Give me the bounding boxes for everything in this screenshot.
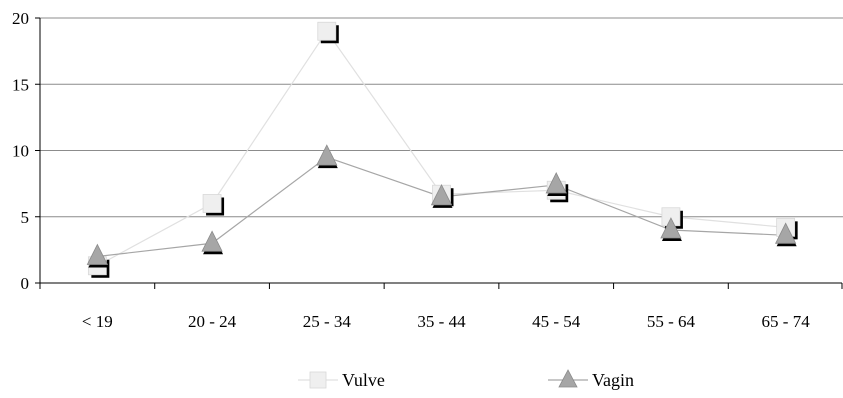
x-tick-label: 20 - 24: [188, 312, 237, 331]
y-tick-label: 10: [12, 142, 29, 161]
data-point-vagin: [430, 183, 453, 208]
data-point-vagin: [774, 222, 797, 247]
y-tick-label: 5: [21, 208, 30, 227]
y-tick-label: 20: [12, 9, 29, 28]
legend-label: Vagin: [592, 370, 634, 390]
legend-triangle-marker: [558, 369, 578, 388]
data-point-vagin: [86, 243, 109, 268]
data-series: [86, 21, 798, 278]
x-tick-label: 25 - 34: [303, 312, 352, 331]
axes: 0 5 10 15 20 < 19 20 - 24 25 - 34 35 - 44 45 - 54…: [12, 9, 843, 331]
legend-item-vagin: Vagin: [548, 369, 634, 390]
y-tick-label: 15: [12, 75, 29, 94]
y-tick-label: 0: [21, 274, 30, 293]
data-point-vagin: [660, 217, 682, 241]
x-tick-label: 65 - 74: [762, 312, 811, 331]
data-point-vagin: [201, 230, 224, 255]
gridlines: [40, 17, 843, 218]
x-tick-label: < 19: [82, 312, 113, 331]
x-tick-label: 35 - 44: [417, 312, 466, 331]
legend: Vulve Vagin: [298, 369, 634, 390]
x-tick-label: 55 - 64: [647, 312, 696, 331]
x-tick-label: 45 - 54: [532, 312, 581, 331]
data-point-vulve: [317, 21, 339, 44]
legend-square-marker: [309, 371, 327, 389]
data-point-vagin: [545, 172, 568, 196]
legend-item-vulve: Vulve: [298, 370, 385, 390]
legend-label: Vulve: [342, 370, 385, 390]
data-point-vulve: [202, 194, 225, 216]
data-point-vagin: [316, 144, 338, 169]
